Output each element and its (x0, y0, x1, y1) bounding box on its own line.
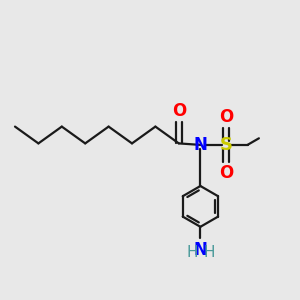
Text: N: N (194, 136, 207, 154)
Text: O: O (172, 102, 186, 120)
Text: O: O (219, 164, 233, 182)
Text: H: H (203, 245, 214, 260)
Text: S: S (219, 136, 232, 154)
Text: O: O (219, 108, 233, 126)
Text: H: H (186, 245, 198, 260)
Text: N: N (194, 241, 207, 259)
